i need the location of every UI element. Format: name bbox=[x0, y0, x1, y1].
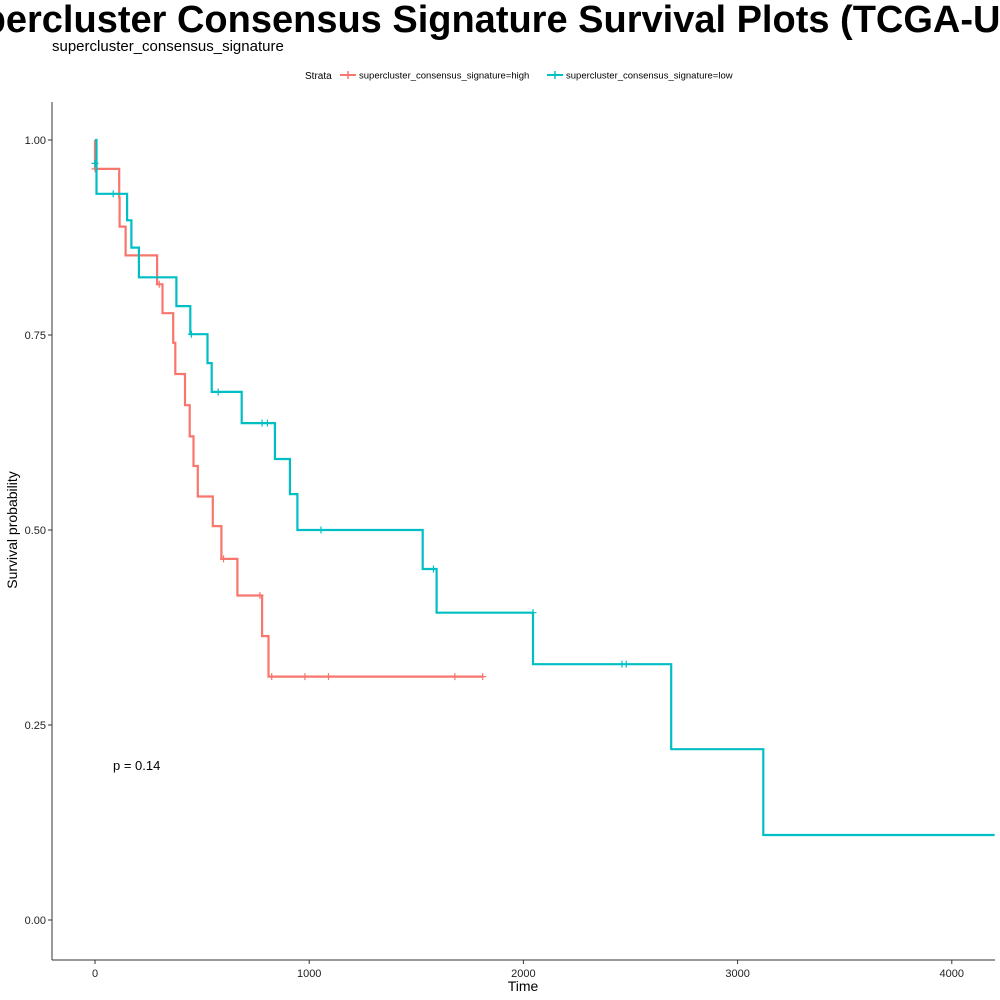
censor-mark-low bbox=[622, 660, 630, 668]
survival-curve-low bbox=[95, 138, 995, 837]
censor-mark-low bbox=[214, 388, 222, 396]
censor-mark-high bbox=[301, 673, 309, 681]
x-tick-label: 0 bbox=[92, 968, 98, 980]
censor-mark-low bbox=[317, 526, 325, 534]
x-axis-title: Time bbox=[508, 978, 539, 994]
x-tick-label: 4000 bbox=[940, 968, 964, 980]
p-value-annotation: p = 0.14 bbox=[113, 758, 160, 773]
censor-mark-high bbox=[324, 673, 332, 681]
x-tick-label: 2000 bbox=[511, 968, 535, 980]
legend-entry-label: supercluster_consensus_signature=low bbox=[566, 71, 733, 82]
chart-subtitle: supercluster_consensus_signature bbox=[52, 38, 284, 55]
x-tick-label: 3000 bbox=[725, 968, 749, 980]
legend-entry-label: supercluster_consensus_signature=high bbox=[359, 71, 529, 82]
censor-mark-high bbox=[479, 673, 487, 681]
censor-mark-high bbox=[451, 673, 459, 681]
y-tick-label: 0.25 bbox=[25, 720, 46, 732]
censor-mark-low bbox=[109, 190, 117, 198]
x-tick-label: 1000 bbox=[297, 968, 321, 980]
y-tick-label: 1.00 bbox=[25, 135, 46, 147]
censor-mark-low bbox=[263, 419, 271, 427]
y-tick-label: 0.75 bbox=[25, 330, 46, 342]
censor-mark-low bbox=[429, 565, 437, 573]
survival-curve-high bbox=[93, 140, 483, 678]
legend: Strata supercluster_consensus_signature=… bbox=[305, 71, 733, 83]
y-axis-title: Survival probability bbox=[4, 471, 20, 589]
censor-mark-high bbox=[268, 673, 276, 681]
y-tick-label: 0.00 bbox=[25, 915, 46, 927]
censor-mark-high bbox=[155, 280, 163, 288]
censor-mark-high bbox=[220, 555, 228, 563]
censor-mark-low bbox=[529, 609, 537, 617]
legend-title: Strata bbox=[305, 71, 332, 82]
censor-mark-high bbox=[256, 592, 264, 600]
chart-title: Supercluster Consensus Signature Surviva… bbox=[0, 0, 1000, 41]
censor-mark-low bbox=[187, 330, 195, 338]
y-tick-label: 0.50 bbox=[25, 525, 46, 537]
censor-mark-low bbox=[91, 159, 99, 167]
survival-curves bbox=[91, 138, 995, 837]
axes: 0.00 0.25 0.50 0.75 1.00 0 1000 2000 3000 4000 bbox=[25, 102, 995, 980]
